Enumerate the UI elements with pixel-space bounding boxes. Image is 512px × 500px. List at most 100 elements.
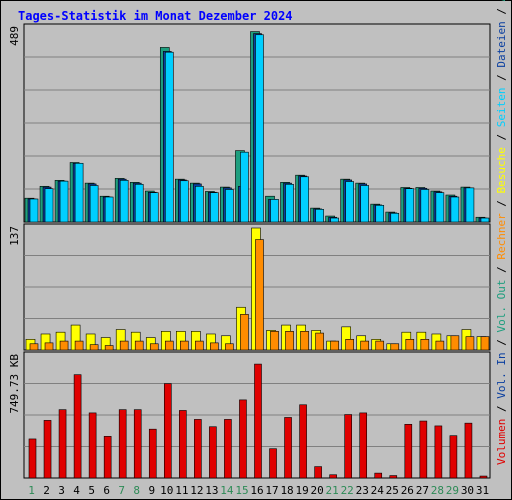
panel-requests-ymax-label: 489 bbox=[8, 26, 21, 46]
bar-rechner-day-27 bbox=[420, 339, 430, 351]
bar-volumen-day-29 bbox=[449, 435, 458, 479]
bar-volumen-day-10 bbox=[163, 383, 172, 479]
day-label: 31 bbox=[476, 484, 489, 497]
bar-seiten-day-3 bbox=[59, 180, 69, 223]
bar-rechner-day-1 bbox=[29, 343, 39, 351]
bar-rechner-day-30 bbox=[465, 336, 475, 351]
day-label: 21 bbox=[326, 484, 339, 497]
bar-rechner-day-12 bbox=[195, 340, 204, 351]
legend-item: / bbox=[495, 399, 508, 419]
bar-seiten-day-13 bbox=[210, 192, 219, 223]
bar-seiten-day-6 bbox=[104, 196, 114, 223]
series-volumen bbox=[28, 363, 488, 479]
bar-rechner-day-22 bbox=[345, 339, 354, 351]
day-label: 14 bbox=[220, 484, 234, 497]
bar-volumen-day-12 bbox=[194, 419, 202, 479]
day-label: 15 bbox=[235, 484, 248, 497]
day-label: 23 bbox=[356, 484, 369, 497]
bar-volumen-day-16 bbox=[254, 363, 262, 479]
bar-volumen-day-25 bbox=[389, 475, 398, 479]
bar-seiten-day-1 bbox=[29, 198, 39, 223]
bar-volumen-day-6 bbox=[103, 436, 112, 479]
bar-seiten-day-5 bbox=[89, 185, 99, 223]
day-label: 20 bbox=[311, 484, 324, 497]
right-legend: Volumen / Vol. In / Vol. Out / Rechner /… bbox=[495, 0, 508, 465]
bar-rechner-day-6 bbox=[104, 345, 114, 351]
legend-item: / bbox=[495, 260, 508, 280]
bar-volumen-day-18 bbox=[284, 417, 292, 479]
bar-volumen-day-31 bbox=[479, 475, 488, 479]
bar-volumen-day-23 bbox=[359, 412, 368, 479]
day-label: 4 bbox=[73, 484, 80, 497]
legend-item: / bbox=[495, 127, 508, 147]
legend-item: / bbox=[495, 68, 508, 88]
bar-rechner-day-21 bbox=[330, 340, 339, 351]
day-label: 26 bbox=[401, 484, 414, 497]
legend-item: Seiten bbox=[495, 87, 508, 127]
bar-volumen-day-27 bbox=[419, 420, 428, 479]
bar-rechner-day-19 bbox=[300, 330, 309, 351]
legend-item: Besuche bbox=[495, 147, 508, 193]
bar-seiten-day-10 bbox=[164, 51, 174, 223]
panel-visits-ymax-label: 137 bbox=[8, 226, 21, 246]
day-label: 3 bbox=[58, 484, 65, 497]
bar-seiten-day-19 bbox=[300, 176, 309, 223]
bar-seiten-day-4 bbox=[74, 162, 84, 223]
day-label: 17 bbox=[265, 484, 278, 497]
bar-volumen-day-2 bbox=[43, 420, 52, 479]
panel-volume: 749.73 KB bbox=[8, 351, 491, 479]
bar-rechner-day-18 bbox=[285, 330, 294, 351]
bar-seiten-day-22 bbox=[345, 181, 354, 223]
bar-seiten-day-15 bbox=[240, 151, 249, 223]
day-label: 29 bbox=[446, 484, 459, 497]
panel-visits: 137 bbox=[8, 223, 491, 351]
legend-item: Rechner bbox=[495, 213, 508, 260]
bar-seiten-day-16 bbox=[255, 34, 264, 223]
day-label: 18 bbox=[280, 484, 293, 497]
bar-seiten-day-8 bbox=[134, 184, 144, 223]
day-label: 9 bbox=[148, 484, 155, 497]
bar-rechner-day-20 bbox=[315, 332, 324, 351]
bar-rechner-day-11 bbox=[180, 340, 189, 351]
day-label: 22 bbox=[341, 484, 354, 497]
panel-volume-ymax-label: 749.73 KB bbox=[8, 354, 21, 414]
day-label: 27 bbox=[416, 484, 429, 497]
bar-seiten-day-29 bbox=[450, 196, 460, 223]
bar-rechner-day-23 bbox=[360, 340, 370, 351]
bar-rechner-day-16 bbox=[255, 239, 264, 351]
bar-volumen-day-24 bbox=[374, 472, 383, 479]
bar-volumen-day-21 bbox=[329, 474, 337, 479]
bar-seiten-day-28 bbox=[435, 192, 445, 223]
bar-seiten-day-14 bbox=[225, 189, 234, 223]
bar-volumen-day-20 bbox=[314, 466, 322, 479]
day-label: 10 bbox=[160, 484, 173, 497]
day-label: 6 bbox=[103, 484, 110, 497]
day-label: 30 bbox=[461, 484, 474, 497]
day-label: 19 bbox=[295, 484, 308, 497]
legend-item: Dateien bbox=[495, 21, 508, 67]
bar-seiten-day-2 bbox=[44, 188, 54, 223]
bar-seiten-day-7 bbox=[119, 180, 129, 223]
bar-seiten-day-25 bbox=[390, 212, 400, 223]
legend-item: / bbox=[495, 333, 508, 353]
day-label: 8 bbox=[133, 484, 140, 497]
day-label: 5 bbox=[88, 484, 95, 497]
bar-rechner-day-7 bbox=[119, 340, 129, 351]
bar-seiten-day-24 bbox=[375, 205, 385, 223]
bar-seiten-day-11 bbox=[180, 180, 189, 223]
bar-seiten-day-12 bbox=[195, 185, 204, 223]
bar-volumen-day-14 bbox=[224, 419, 232, 479]
bar-seiten-day-18 bbox=[285, 184, 294, 223]
bar-volumen-day-3 bbox=[58, 409, 67, 479]
bar-seiten-day-30 bbox=[465, 187, 475, 223]
day-label: 1 bbox=[28, 484, 35, 497]
bar-rechner-day-24 bbox=[375, 340, 385, 351]
legend-item: Anfragen bbox=[495, 0, 508, 1]
bar-seiten-day-17 bbox=[270, 199, 279, 223]
series-rechner bbox=[29, 239, 490, 351]
bar-rechner-day-2 bbox=[44, 342, 54, 351]
bar-rechner-day-26 bbox=[405, 339, 415, 351]
day-label: 25 bbox=[386, 484, 399, 497]
legend-item: / bbox=[495, 1, 508, 21]
bar-volumen-day-28 bbox=[434, 425, 443, 479]
